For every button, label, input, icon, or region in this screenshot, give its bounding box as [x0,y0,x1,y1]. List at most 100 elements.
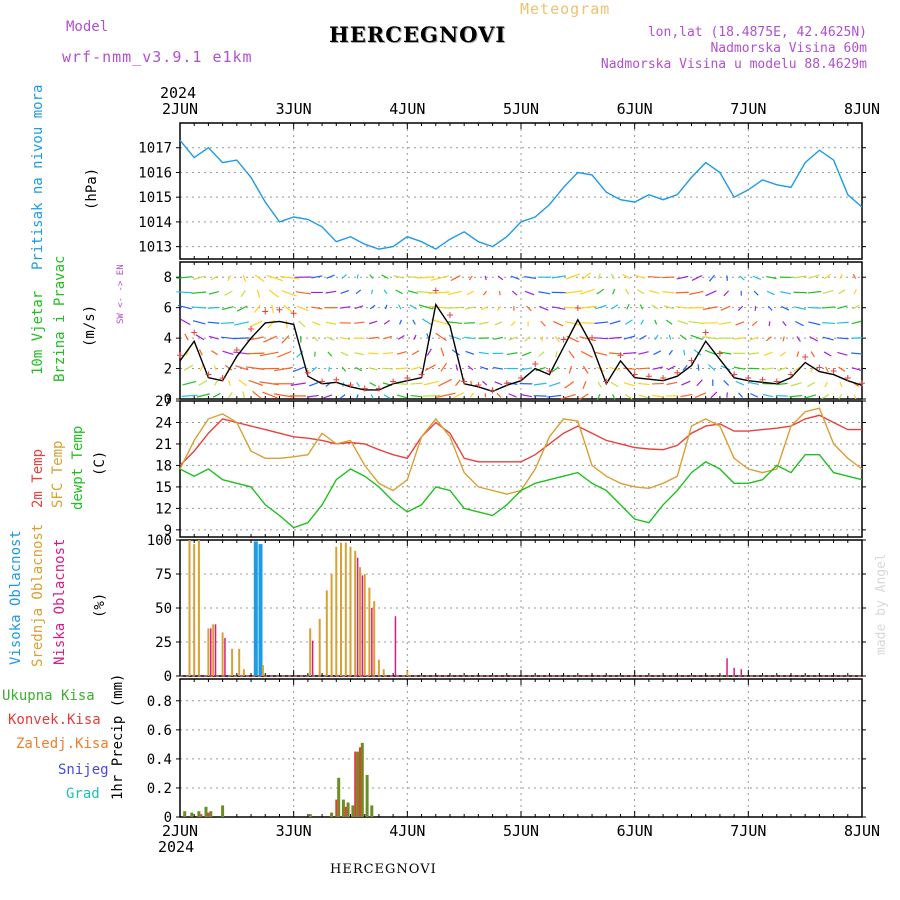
wind-arrow [339,306,351,309]
wind-arrow [520,367,533,371]
mid-cloud-bar [318,618,321,676]
x-tick-label-top: 4JUN [389,100,425,118]
wind-arrow [511,290,518,296]
page-title: HERCEGNOVI [329,22,507,47]
wind-arrow [480,306,488,311]
wind-arrow [624,319,633,325]
wind-arrow [438,378,452,387]
model-altitude-label: Nadmorska Visina u modelu 88.4629m [600,57,867,72]
wind-arrow [691,275,703,282]
mid-cloud-label: Srednja Oblacnost [30,523,46,667]
precip-total-label: Ukupna Kisa [2,688,95,704]
wind-arrow [667,365,676,371]
wind-arrow [220,322,235,325]
wind-arrow [311,366,318,372]
footer-title: HERCEGNOVI [330,862,437,877]
wind-arrow [428,291,450,294]
x-tick-label-top: 7JUN [730,100,766,118]
wind-arrow [622,273,631,280]
wind-arrow [466,290,474,296]
wind-arrow [484,275,487,281]
wind-arrow [214,380,219,386]
wind-arrow [689,290,704,295]
wind-arrow [609,336,622,340]
wind-arrow [612,288,616,295]
wind-arrow [184,333,189,341]
wind-arrow [524,290,535,296]
wind-arrow [198,380,208,386]
wind-gust-marker [560,336,567,343]
wind-arrow [624,393,633,400]
wind-arrow [356,382,360,387]
wind-arrow [479,321,489,325]
wind-arrow [666,381,678,386]
wind-arrow [453,392,465,399]
wind-arrow [325,321,337,325]
wind-arrow [311,275,323,279]
wind-arrow [412,319,416,325]
wind-arrow [554,335,561,343]
wind-arrow [440,347,445,357]
wind-gust-marker [191,329,198,336]
compass-s: S [116,318,126,324]
wind-arrow [737,305,744,312]
wind-arrow [594,337,609,340]
wind-arrow [395,289,403,295]
mid-cloud-bar [221,632,224,676]
wind-arrow [254,304,261,313]
wind-arrow [396,351,407,355]
wind-arrow [568,350,575,359]
wind-arrow [326,336,335,341]
wind-arrow [191,306,207,309]
precip-conv-label: Konvek.Kisa [8,712,101,728]
wind-arrow [211,350,218,356]
wind-arrow [765,336,772,342]
low-cloud-bar [371,608,373,676]
wind-arrow [782,321,787,327]
wind-arrow [807,306,822,309]
wind-arrow [853,289,857,295]
wind-arrow [751,321,758,327]
wind-arrow [313,336,319,342]
wind-arrow [494,381,503,386]
wind-arrow [822,336,834,341]
wind-arrow [762,393,774,398]
wind-gust-marker [319,378,326,385]
wind-arrow [766,276,777,280]
wind-arrow [224,290,233,296]
wind-arrow [526,305,532,312]
precip-total-bar [337,777,341,817]
wind-arrow [422,318,433,326]
wind-arrow [464,306,475,310]
wind-arrow [626,303,630,310]
wind-arrow [634,274,646,279]
wind-arrow [266,274,284,282]
wind-gust-marker [773,378,780,385]
wind-gust-marker [844,374,851,381]
wind-arrow [383,394,391,399]
precip-conv-bar [344,806,347,817]
wind-gust-marker [375,385,382,392]
wind-arrow [396,367,408,370]
wind-arrow [411,350,420,356]
wind-arrow [578,393,589,401]
wind-arrow [259,351,279,357]
wind-arrow [368,320,378,325]
wind-arrow [568,365,573,374]
precip-total-bar [346,802,350,817]
wind-arrow [779,351,787,357]
low-cloud-bar [311,640,314,676]
precip-total-bar [365,774,369,817]
wind-arrow [852,304,860,310]
temp-line-sfc [179,407,863,495]
wind-arrow [553,320,564,327]
wind-gust-marker [333,376,340,383]
wind-arrow [281,290,297,297]
mid-cloud-bar [231,648,234,676]
wind-arrow [227,392,233,399]
wind-arrow [738,392,744,398]
wind-gust-marker [759,376,766,383]
low-cloud-bar [214,624,217,676]
wind-arrow [720,305,731,311]
wind-gust-marker [475,381,482,388]
